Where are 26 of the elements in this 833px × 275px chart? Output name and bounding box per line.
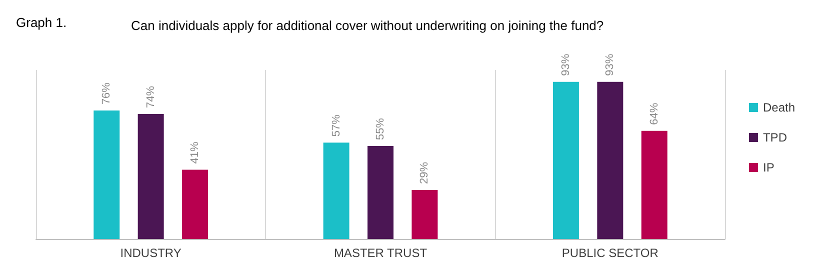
data-label: 57% — [330, 114, 342, 137]
data-label: 93% — [560, 54, 572, 76]
legend-label: Death — [762, 100, 796, 114]
bar — [94, 110, 120, 239]
data-label: 74% — [144, 86, 157, 108]
data-label: 93% — [604, 54, 616, 76]
bar — [597, 82, 624, 239]
chart-title: Can individuals apply for additional cover without underwriting on joining the fund? — [131, 18, 604, 33]
data-label: 29% — [418, 162, 431, 184]
data-label: 41% — [189, 141, 202, 164]
caption: Graph 1. — [16, 15, 67, 30]
bar — [412, 190, 438, 239]
legend-label: TPD — [762, 130, 788, 144]
x-tick-label: INDUSTRY — [120, 246, 182, 260]
legend-label: IP — [762, 160, 774, 174]
bar — [368, 146, 394, 239]
x-tick-label: PUBLIC SECTOR — [562, 246, 659, 260]
bar — [138, 114, 164, 239]
data-label: 64% — [648, 102, 660, 125]
data-label: 55% — [374, 118, 386, 140]
bar — [182, 170, 208, 239]
bar — [552, 82, 579, 239]
x-tick-label: MASTER TRUST — [334, 246, 428, 260]
bar — [323, 142, 350, 239]
data-label: 76% — [100, 82, 113, 105]
bar — [641, 130, 668, 239]
